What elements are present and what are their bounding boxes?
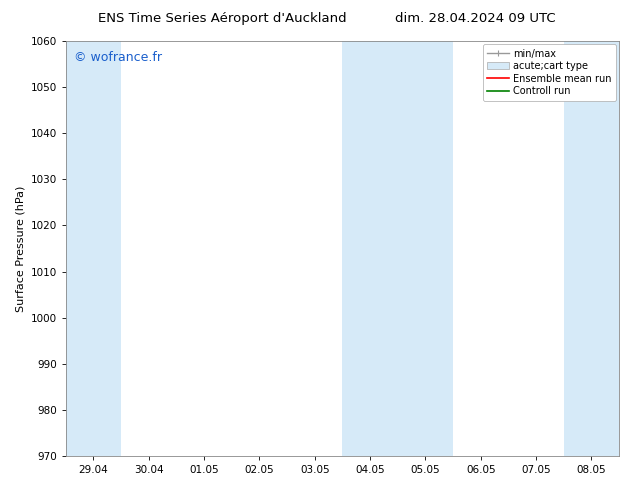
- Bar: [342, 41, 453, 456]
- Text: dim. 28.04.2024 09 UTC: dim. 28.04.2024 09 UTC: [395, 12, 556, 25]
- Legend: min/max, acute;cart type, Ensemble mean run, Controll run: min/max, acute;cart type, Ensemble mean …: [482, 44, 616, 101]
- Text: © wofrance.fr: © wofrance.fr: [74, 51, 162, 64]
- Bar: [564, 41, 619, 456]
- Text: ENS Time Series Aéroport d'Auckland: ENS Time Series Aéroport d'Auckland: [98, 12, 346, 25]
- Bar: [66, 41, 121, 456]
- Y-axis label: Surface Pressure (hPa): Surface Pressure (hPa): [15, 185, 25, 312]
